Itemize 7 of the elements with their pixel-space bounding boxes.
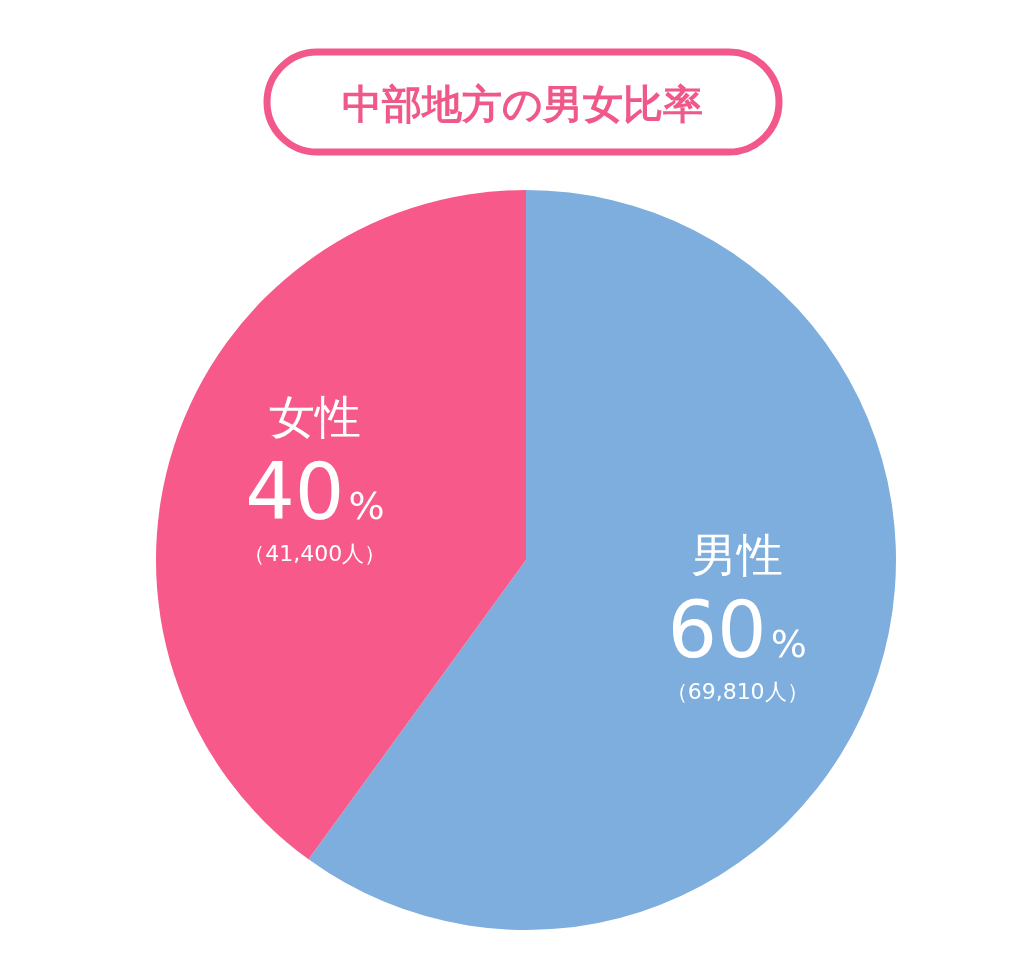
data-label: 40%	[245, 447, 385, 538]
slice-label: 女性	[268, 390, 361, 445]
text: （41,400人）	[243, 541, 387, 567]
chart-title: 中部地方の男女比率	[341, 81, 703, 127]
data-label: 60%	[667, 584, 807, 675]
slice-label: 男性	[691, 527, 784, 582]
text: （69,810人）	[665, 678, 809, 704]
